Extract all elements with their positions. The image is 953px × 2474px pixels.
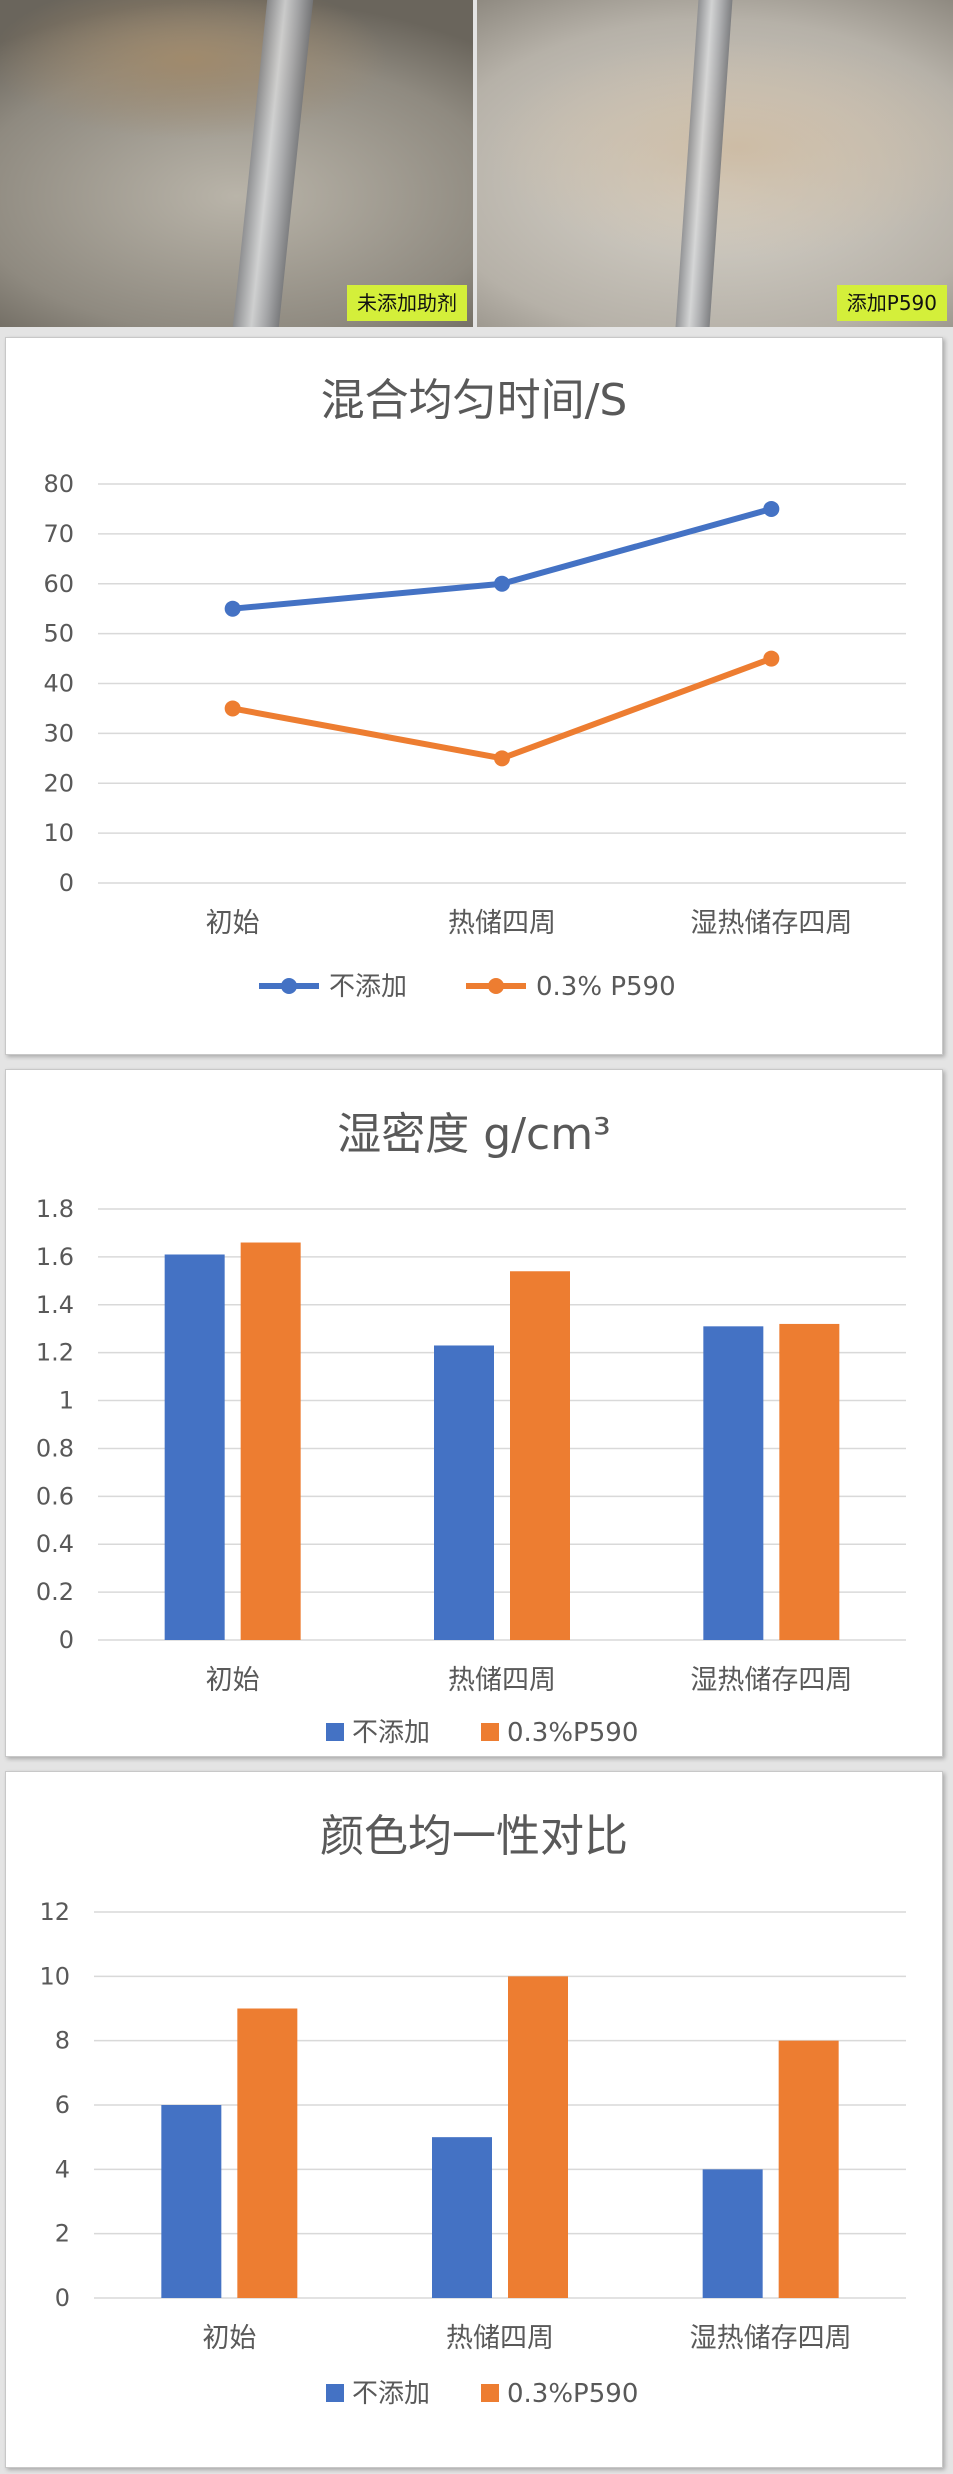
bar	[161, 2105, 222, 2298]
bar	[237, 2008, 298, 2298]
photo-without-additive: 未添加助剂	[0, 0, 473, 327]
y-tick-label: 40	[43, 670, 74, 698]
chart-title: 湿密度 g/cm³	[337, 1109, 611, 1160]
bar	[779, 1323, 840, 1640]
photo-with-p590: 添加P590	[477, 0, 953, 327]
photo-label-with-p590: 添加P590	[836, 285, 947, 321]
data-point	[494, 575, 510, 592]
y-tick-label: 10	[43, 819, 74, 847]
chart-panel-wet-density: 湿密度 g/cm³ 0 0.2 0.4 0.6 0.8 1 1.2 1.4 1.6 1.8 初始 热储…	[5, 1069, 943, 1757]
mixer-rod	[232, 0, 314, 327]
bar	[510, 1271, 570, 1640]
y-tick-label: 10	[39, 1962, 70, 1990]
y-tick-label: 0.4	[36, 1530, 74, 1558]
chart-title: 颜色均一性对比	[320, 1811, 628, 1862]
series-line	[232, 506, 773, 612]
bar	[508, 1976, 568, 2298]
y-tick-label: 6	[55, 2091, 70, 2119]
x-category-label: 湿热储存四周	[690, 1665, 852, 1696]
x-category-label: 初始	[202, 2323, 256, 2354]
x-category-label: 湿热储存四周	[690, 908, 852, 939]
x-category-label: 初始	[206, 1665, 260, 1696]
legend-marker	[281, 978, 297, 994]
bar	[702, 2169, 763, 2298]
y-tick-label: 4	[55, 2155, 70, 2183]
y-tick-label: 80	[43, 470, 74, 498]
bar	[703, 1326, 764, 1640]
y-tick-label: 2	[55, 2220, 70, 2248]
y-tick-label: 60	[43, 570, 74, 598]
x-category-label: 热储四周	[448, 1665, 556, 1696]
y-tick-label: 0	[59, 869, 74, 897]
y-tick-label: 1.2	[36, 1339, 74, 1367]
chart-panel-color-uniformity: 颜色均一性对比 0 2 4 6 8 10 12 初始 热储四周 湿热储存四周不添加 0.3%P590	[5, 1771, 943, 2468]
data-point	[494, 750, 510, 767]
y-tick-label: 30	[43, 719, 74, 747]
data-point	[763, 650, 780, 667]
legend-label: 0.3% P590	[536, 972, 676, 1002]
data-point	[224, 600, 241, 617]
chart-panel-mixing-time: 混合均匀时间/S 0 10 20 30 40 50 60 70 80 初始 热储四周 湿热储存四周不添…	[5, 337, 943, 1055]
series-line	[232, 655, 773, 762]
y-tick-label: 1.6	[36, 1243, 74, 1271]
bar-chart-wet-density: 0 0.2 0.4 0.6 0.8 1 1.2 1.4 1.6 1.8 初始 热储四周 湿热储存四周不添…	[36, 1195, 906, 1748]
y-tick-label: 8	[55, 2027, 70, 2055]
y-tick-label: 20	[43, 769, 74, 797]
y-tick-label: 0.6	[36, 1482, 74, 1510]
y-tick-label: 0.8	[36, 1434, 74, 1462]
mixer-rod	[675, 0, 733, 327]
bar	[164, 1254, 225, 1640]
chart-title: 混合均匀时间/S	[320, 375, 628, 426]
y-tick-label: 12	[39, 1898, 70, 1926]
y-tick-label: 0.2	[36, 1578, 74, 1606]
legend-label: 不添加	[329, 972, 407, 1002]
legend-swatch	[481, 1723, 499, 1741]
bar	[434, 1345, 494, 1640]
x-category-label: 初始	[206, 908, 260, 939]
legend-marker	[488, 978, 504, 994]
data-point	[224, 700, 241, 717]
legend-label: 不添加	[352, 2379, 430, 2409]
legend-swatch	[326, 2384, 344, 2402]
y-tick-label: 1	[59, 1387, 74, 1415]
y-tick-label: 1.4	[36, 1291, 74, 1319]
legend-label: 不添加	[352, 1718, 430, 1748]
legend-label: 0.3%P590	[507, 2379, 638, 2409]
data-point	[763, 500, 780, 517]
y-tick-label: 0	[55, 2284, 70, 2312]
legend-swatch	[481, 2384, 499, 2402]
photo-label-without-additive: 未添加助剂	[347, 285, 467, 321]
legend-label: 0.3%P590	[507, 1718, 638, 1748]
bar	[778, 2040, 839, 2298]
bar	[432, 2137, 492, 2298]
x-category-label: 热储四周	[448, 908, 556, 939]
x-category-label: 热储四周	[446, 2323, 554, 2354]
x-category-label: 湿热储存四周	[690, 2323, 852, 2354]
y-tick-label: 0	[59, 1626, 74, 1654]
y-tick-label: 1.8	[36, 1195, 74, 1223]
y-tick-label: 70	[43, 520, 74, 548]
bar	[240, 1242, 301, 1640]
legend-swatch	[326, 1723, 344, 1741]
y-tick-label: 50	[43, 620, 74, 648]
